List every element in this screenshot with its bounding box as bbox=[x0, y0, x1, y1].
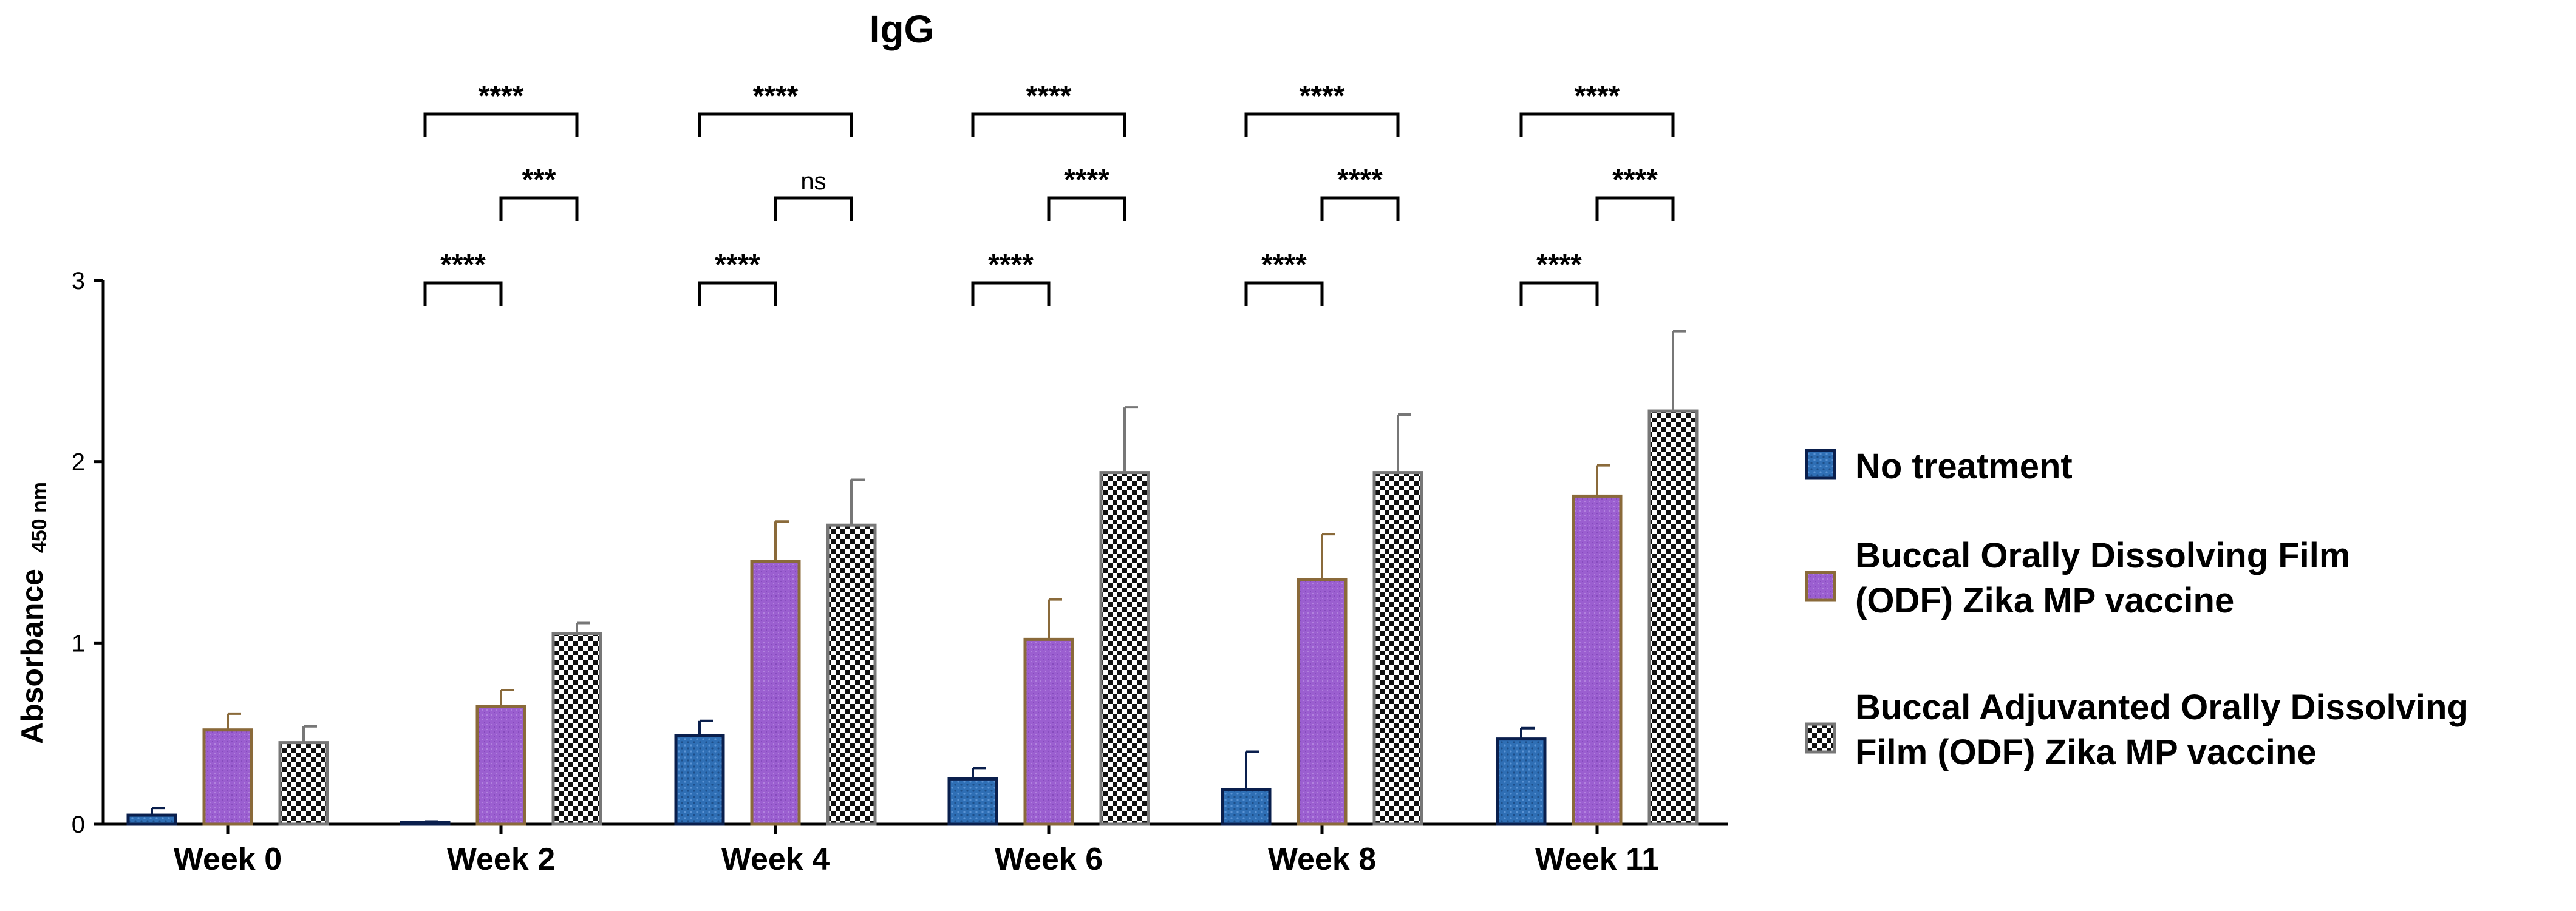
significance-bracket bbox=[1244, 112, 1400, 137]
legend-label: Buccal Orally Dissolving Film bbox=[1855, 536, 2350, 575]
bar bbox=[1099, 471, 1150, 826]
significance-label: **** bbox=[1337, 164, 1383, 196]
x-tick-label: Week 11 bbox=[1535, 842, 1659, 877]
significance-label: **** bbox=[1536, 249, 1582, 281]
significance-label: **** bbox=[715, 249, 760, 281]
bar bbox=[278, 741, 329, 826]
plot-area: 0 1 2 3 Week 0 Week 2 Week 4 Week 6 Week 8 Week 1… bbox=[72, 268, 1728, 877]
y-tick-label: 3 bbox=[72, 268, 85, 294]
significance-bracket bbox=[1519, 281, 1599, 306]
significance-bracket bbox=[499, 196, 579, 221]
bar bbox=[400, 821, 451, 826]
bar bbox=[202, 728, 253, 826]
y-tick-label: 1 bbox=[72, 630, 85, 657]
significance-label: **** bbox=[440, 249, 486, 281]
bar bbox=[475, 705, 526, 826]
significance-bracket bbox=[1244, 281, 1324, 306]
significance-annotations: ***************ns***********************… bbox=[423, 80, 1675, 306]
significance-label: ns bbox=[800, 168, 826, 195]
significance-bracket bbox=[1595, 196, 1675, 221]
legend-swatch bbox=[1805, 571, 1836, 602]
significance-bracket bbox=[1320, 196, 1400, 221]
y-axis-label: Absorbance bbox=[15, 569, 49, 744]
y-axis-title: Absorbance 450 nm bbox=[15, 482, 51, 744]
significance-label: **** bbox=[1261, 249, 1307, 281]
bar bbox=[826, 523, 877, 826]
significance-label: *** bbox=[522, 164, 556, 196]
significance-label: **** bbox=[1300, 80, 1345, 112]
significance-bracket bbox=[698, 112, 853, 137]
bar bbox=[551, 632, 602, 826]
y-axis-unit: 450 nm bbox=[28, 482, 51, 553]
bar bbox=[1221, 788, 1272, 826]
bar bbox=[126, 813, 177, 826]
significance-label: **** bbox=[753, 80, 799, 112]
x-tick-label: Week 0 bbox=[174, 842, 282, 877]
significance-label: **** bbox=[1612, 164, 1658, 196]
significance-label: **** bbox=[1026, 80, 1072, 112]
significance-bracket bbox=[698, 281, 777, 306]
svg-text:Absorbance 450 nm: Absorbance 450 nm bbox=[15, 482, 51, 744]
significance-bracket bbox=[971, 281, 1051, 306]
significance-bracket bbox=[423, 112, 579, 137]
significance-bracket bbox=[971, 112, 1126, 137]
y-tick-label: 0 bbox=[72, 811, 85, 838]
significance-label: **** bbox=[1575, 80, 1620, 112]
significance-bracket bbox=[1519, 112, 1675, 137]
bar bbox=[1372, 471, 1423, 826]
legend-label: (ODF) Zika MP vaccine bbox=[1855, 581, 2234, 620]
significance-label: **** bbox=[1064, 164, 1109, 196]
x-tick-label: Week 8 bbox=[1268, 842, 1376, 877]
significance-bracket bbox=[423, 281, 503, 306]
bar bbox=[674, 734, 725, 826]
bar bbox=[947, 777, 998, 826]
legend-label: Buccal Adjuvanted Orally Dissolving bbox=[1855, 688, 2469, 727]
bar bbox=[1496, 737, 1547, 826]
legend-swatch bbox=[1805, 449, 1836, 480]
chart-title: IgG bbox=[870, 7, 935, 51]
bar bbox=[1572, 494, 1623, 826]
legend-swatch bbox=[1805, 722, 1836, 754]
legend-label: Film (ODF) Zika MP vaccine bbox=[1855, 733, 2317, 772]
y-tick-label: 2 bbox=[72, 449, 85, 476]
x-tick-label: Week 2 bbox=[447, 842, 555, 877]
x-tick-label: Week 6 bbox=[995, 842, 1103, 877]
legend: No treatment Buccal Orally Dissolving Fil… bbox=[1805, 447, 2469, 772]
significance-label: **** bbox=[988, 249, 1034, 281]
bar bbox=[750, 560, 801, 826]
legend-label: No treatment bbox=[1855, 447, 2073, 486]
bar bbox=[1297, 578, 1348, 826]
bar bbox=[1023, 637, 1074, 826]
significance-label: **** bbox=[479, 80, 524, 112]
x-tick-label: Week 4 bbox=[721, 842, 830, 877]
significance-bracket bbox=[774, 196, 853, 221]
bar bbox=[1647, 409, 1699, 826]
significance-bracket bbox=[1047, 196, 1126, 221]
